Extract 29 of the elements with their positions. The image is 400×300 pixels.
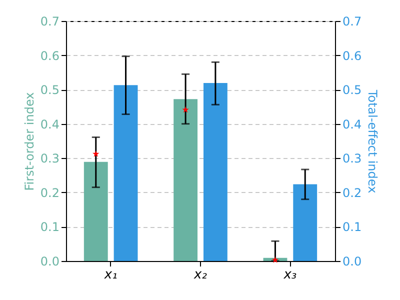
y-tick-label: 0.2 — [40, 186, 60, 200]
y-axis-title: First-order index — [22, 92, 36, 191]
y-tick-label: 0.5 — [40, 83, 60, 98]
y2-tick-label: 0.2 — [342, 186, 362, 200]
y2-tick-label: 0.7 — [342, 14, 362, 28]
point — [92, 150, 100, 157]
y2-tick-label: 0.5 — [342, 83, 362, 98]
y-tick-label: 0.6 — [40, 48, 60, 63]
y2-tick-label: 0.4 — [342, 117, 362, 132]
bar — [293, 184, 318, 261]
x-tick-label: x₃ — [282, 268, 297, 282]
x-tick-label: x₂ — [193, 268, 207, 282]
y-tick-label: 0.7 — [40, 14, 60, 28]
y-tick-label: 0.3 — [40, 152, 60, 166]
y2-tick-label: 0.0 — [342, 254, 362, 268]
y-tick-label: 0.1 — [40, 220, 60, 234]
y-tick-label: 0.4 — [40, 117, 60, 132]
x-tick-label: x₁ — [103, 268, 118, 282]
bar — [114, 85, 138, 261]
bar — [84, 162, 108, 261]
bar — [174, 99, 198, 261]
y2-tick-label: 0.3 — [342, 152, 362, 166]
bar — [203, 83, 228, 261]
point — [182, 106, 189, 113]
y-tick-label: 0.0 — [40, 254, 60, 268]
y2-axis-title: Total-effect index — [366, 88, 380, 194]
y2-tick-label: 0.6 — [342, 48, 362, 63]
y2-tick-label: 0.1 — [342, 220, 362, 234]
point — [272, 256, 279, 263]
